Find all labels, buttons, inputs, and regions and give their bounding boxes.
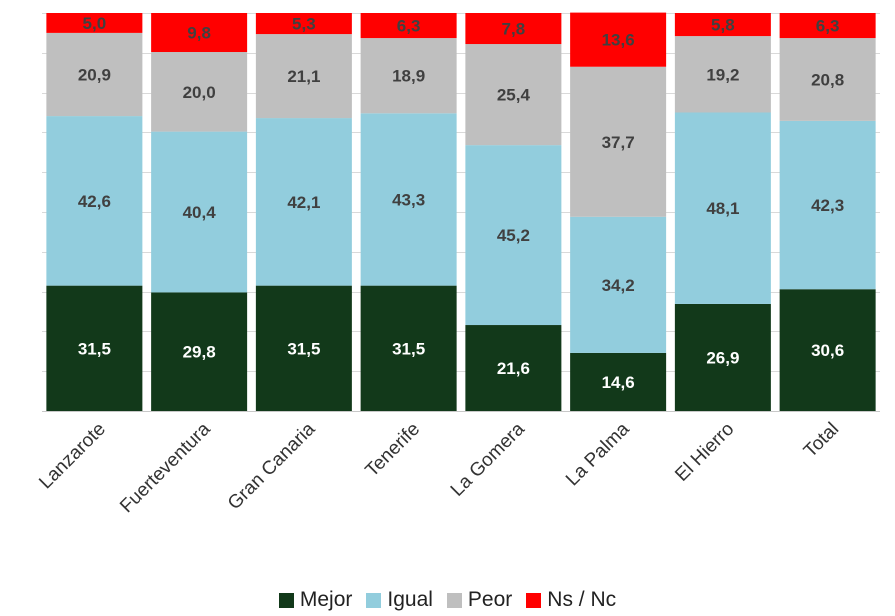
bar-segment-peor — [46, 32, 143, 117]
bar-segment-ns-nc — [46, 13, 143, 33]
data-label: 30,6 — [811, 341, 844, 360]
legend-label: Ns / Nc — [547, 588, 617, 611]
category-label: La Gomera — [447, 418, 529, 500]
bar-segment-igual — [674, 112, 771, 304]
bar-segment-peor — [570, 66, 667, 217]
bar-segment-peor — [779, 38, 876, 121]
bar-segment-mejor — [779, 289, 876, 411]
bar-segment-ns-nc — [151, 13, 248, 53]
data-label: 43,3 — [392, 190, 425, 209]
data-label: 5,3 — [292, 15, 316, 34]
bar-segment-ns-nc — [674, 13, 771, 37]
data-label: 31,5 — [78, 339, 111, 358]
bar-segment-mejor — [151, 292, 248, 411]
legend-swatch — [366, 592, 382, 608]
bar-segment-peor — [360, 38, 457, 114]
legend-item: Peor — [446, 588, 513, 612]
bar-segment-igual — [46, 116, 143, 286]
category-label: Gran Canaria — [224, 418, 320, 514]
data-label: 34,2 — [602, 276, 635, 295]
data-label: 21,1 — [287, 67, 320, 86]
data-label: 5,8 — [711, 16, 735, 35]
data-label: 29,8 — [183, 343, 216, 362]
category-label: Fuerteventura — [116, 418, 215, 517]
data-label: 42,3 — [811, 196, 844, 215]
data-label: 26,9 — [706, 348, 739, 367]
data-label: 14,6 — [602, 373, 635, 392]
data-label: 25,4 — [497, 86, 531, 105]
bar-segment-ns-nc — [360, 13, 457, 39]
bar-segment-mejor — [46, 285, 143, 411]
legend-label: Igual — [387, 588, 433, 611]
bar-segment-ns-nc — [255, 13, 352, 35]
data-label: 45,2 — [497, 226, 530, 245]
data-label: 13,6 — [602, 31, 635, 50]
legend-swatch — [526, 592, 542, 608]
data-label: 42,6 — [78, 192, 111, 211]
data-label: 48,1 — [706, 199, 739, 218]
data-label: 9,8 — [187, 24, 211, 43]
bar-segment-mejor — [674, 303, 771, 411]
bar-segment-mejor — [570, 352, 667, 411]
category-label: Tenerife — [362, 419, 425, 482]
bar-segment-ns-nc — [779, 13, 876, 39]
category-label: Lanzarote — [35, 419, 110, 494]
bar-segment-mejor — [255, 285, 352, 411]
legend-item: Ns / Nc — [526, 588, 616, 612]
data-label: 42,1 — [287, 193, 320, 212]
data-label: 6,3 — [397, 17, 421, 36]
bar-segment-peor — [465, 44, 562, 146]
data-label: 19,2 — [706, 65, 739, 84]
bar-segment-mejor — [360, 285, 457, 411]
data-label: 21,6 — [497, 359, 530, 378]
legend-item: Igual — [366, 588, 433, 612]
data-label: 20,8 — [811, 70, 844, 89]
data-label: 31,5 — [287, 339, 320, 358]
legend-label: Mejor — [299, 588, 353, 611]
bar-segment-peor — [255, 34, 352, 119]
legend-item: Mejor — [278, 588, 353, 612]
data-label: 5,0 — [83, 14, 107, 33]
category-label: La Palma — [562, 418, 634, 490]
bar-segment-ns-nc — [570, 12, 667, 67]
bar-segment-ns-nc — [465, 13, 562, 45]
bar-segment-peor — [674, 36, 771, 113]
data-label: 6,3 — [816, 17, 840, 36]
legend-swatch — [278, 592, 294, 608]
bar-segment-mejor — [465, 325, 562, 411]
legend-label: Peor — [467, 588, 513, 611]
data-label: 37,7 — [602, 133, 635, 152]
bar-segment-igual — [779, 120, 876, 290]
category-label: El Hierro — [671, 419, 738, 486]
data-label: 20,0 — [183, 83, 216, 102]
category-label: Total — [800, 419, 843, 462]
bar-segment-igual — [360, 113, 457, 286]
bar-segment-igual — [465, 145, 562, 326]
data-label: 31,5 — [392, 339, 425, 358]
legend-swatch — [446, 592, 462, 608]
bar-segment-igual — [570, 216, 667, 353]
bar-segment-igual — [255, 118, 352, 286]
data-label: 18,9 — [392, 67, 425, 86]
data-label: 20,9 — [78, 65, 111, 84]
bar-segment-igual — [151, 131, 248, 293]
data-label: 7,8 — [502, 20, 526, 39]
bar-segment-peor — [151, 52, 248, 132]
data-label: 40,4 — [183, 203, 217, 222]
legend: Mejor Igual Peor Ns / Nc — [0, 588, 895, 612]
